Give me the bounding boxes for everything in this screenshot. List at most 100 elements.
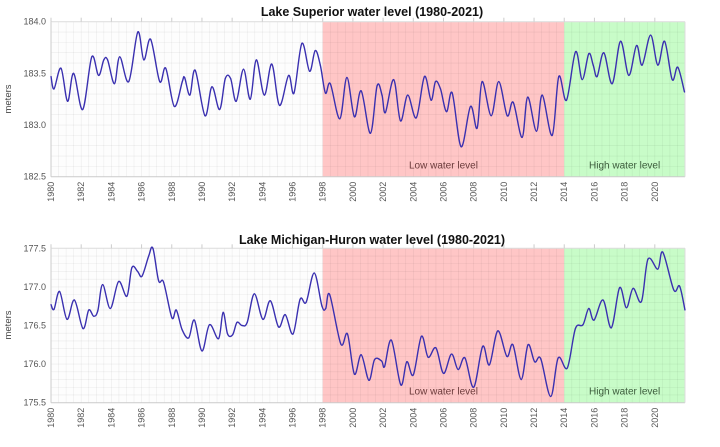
data-point: [262, 318, 264, 320]
data-point: [506, 115, 508, 117]
data-point: [211, 86, 213, 88]
x-tick-label: 2014: [559, 182, 569, 202]
data-point: [165, 67, 167, 69]
data-point: [137, 270, 139, 273]
data-point: [439, 88, 442, 90]
chart-title: Lake Superior water level (1980-2021): [261, 5, 483, 19]
superior-panel: Lake Superior water level (1980-2021) me…: [3, 5, 686, 202]
data-point: [193, 319, 196, 321]
data-point: [527, 344, 529, 346]
x-tick-label: 2018: [620, 408, 630, 428]
x-tick-label: 1986: [137, 408, 147, 428]
data-point: [550, 395, 552, 398]
data-point: [664, 40, 666, 42]
data-point: [313, 272, 315, 274]
data-point: [163, 281, 165, 283]
y-axis-label: meters: [3, 84, 14, 113]
data-point: [430, 99, 432, 101]
data-point: [305, 301, 307, 303]
data-point: [131, 267, 133, 269]
data-point: [619, 287, 621, 289]
y-tick-label: 183.5: [23, 68, 46, 78]
data-point: [381, 94, 383, 96]
low-water-label: Low water level: [409, 161, 478, 172]
data-point: [488, 364, 490, 366]
data-point: [231, 334, 234, 336]
data-point: [557, 357, 559, 359]
data-point: [399, 120, 402, 122]
data-point: [346, 76, 348, 79]
data-point: [540, 358, 542, 360]
y-tick-label: 176.0: [23, 359, 46, 369]
data-point: [406, 361, 408, 363]
data-point: [181, 81, 183, 83]
data-point: [246, 321, 248, 324]
data-point: [369, 132, 372, 134]
data-point: [657, 64, 659, 66]
data-point: [53, 308, 55, 310]
data-point: [558, 75, 560, 78]
data-point: [67, 100, 69, 102]
data-point: [107, 59, 109, 61]
x-tick-label: 2000: [348, 408, 358, 428]
data-point: [420, 335, 423, 337]
data-point: [73, 72, 75, 74]
data-point: [346, 333, 349, 335]
data-point: [60, 67, 62, 69]
x-tick-label: 2012: [529, 408, 539, 428]
data-point: [148, 255, 150, 257]
x-tick-label: 2004: [408, 182, 418, 202]
high-water-label: High water level: [589, 387, 660, 398]
data-point: [222, 311, 224, 313]
low-water-label: Low water level: [409, 387, 478, 398]
data-point: [325, 307, 327, 310]
data-point: [588, 53, 590, 55]
x-tick-label: 1998: [318, 408, 328, 428]
data-point: [235, 100, 237, 102]
data-point: [481, 81, 483, 83]
data-point: [173, 105, 175, 108]
data-point: [128, 81, 130, 83]
data-point: [109, 307, 111, 310]
data-point: [376, 85, 378, 87]
data-point: [284, 314, 286, 316]
data-point: [677, 66, 679, 68]
data-point: [457, 368, 459, 371]
data-point: [158, 280, 160, 282]
x-tick-label: 2008: [469, 182, 479, 202]
data-point: [427, 356, 429, 358]
data-point: [521, 136, 523, 139]
data-point: [512, 344, 514, 346]
data-point: [647, 258, 649, 260]
data-point: [476, 127, 478, 129]
data-point: [175, 309, 177, 311]
data-point: [374, 358, 376, 361]
data-point: [506, 355, 508, 357]
data-point: [657, 268, 659, 270]
data-point: [301, 42, 303, 45]
data-point: [183, 76, 186, 79]
data-point: [271, 63, 273, 65]
data-point: [415, 117, 417, 119]
x-tick-label: 1994: [257, 408, 267, 428]
data-point: [593, 319, 595, 321]
x-tick-label: 1998: [318, 182, 328, 202]
data-point: [224, 77, 226, 80]
x-tick-label: 2012: [529, 182, 539, 202]
data-point: [588, 307, 590, 310]
data-point: [353, 373, 356, 375]
data-point: [596, 75, 598, 78]
data-point: [103, 59, 105, 61]
data-point: [574, 51, 577, 53]
data-point: [287, 74, 290, 77]
data-point: [159, 81, 161, 83]
x-tick-label: 1984: [106, 182, 116, 202]
data-point: [292, 333, 294, 335]
data-point: [324, 92, 327, 94]
x-tick-label: 2020: [650, 182, 660, 202]
data-point: [435, 347, 437, 349]
x-tick-label: 1994: [257, 182, 267, 202]
data-point: [434, 81, 437, 83]
data-point: [102, 283, 104, 286]
data-point: [581, 78, 583, 81]
